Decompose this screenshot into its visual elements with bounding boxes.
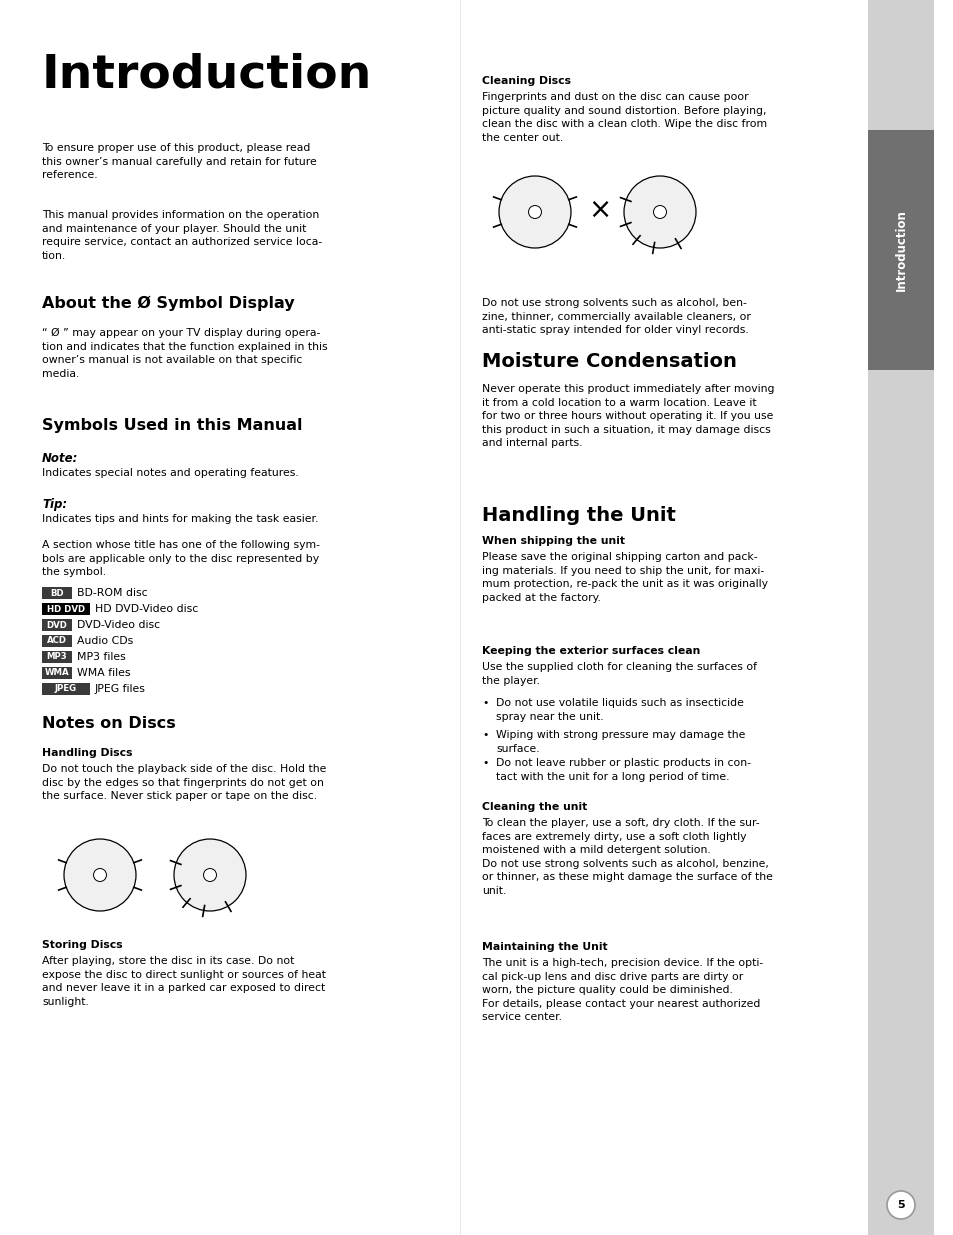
Text: Storing Discs: Storing Discs [42, 940, 123, 950]
Circle shape [623, 177, 696, 248]
Text: Never operate this product immediately after moving
it from a cold location to a: Never operate this product immediately a… [481, 384, 774, 448]
Text: Note:: Note: [42, 452, 78, 466]
Text: •: • [481, 698, 488, 708]
Circle shape [886, 1191, 914, 1219]
Circle shape [528, 205, 541, 219]
Text: Indicates special notes and operating features.: Indicates special notes and operating fe… [42, 468, 298, 478]
Bar [42, 603, 90, 615]
Text: •: • [481, 758, 488, 768]
Circle shape [203, 868, 216, 882]
Circle shape [173, 839, 246, 911]
Bar [867, 0, 933, 1235]
Text: Introduction: Introduction [894, 209, 906, 291]
Text: When shipping the unit: When shipping the unit [481, 536, 624, 546]
Text: Handling Discs: Handling Discs [42, 748, 132, 758]
Text: DVD-Video disc: DVD-Video disc [77, 620, 160, 630]
Text: A section whose title has one of the following sym-
bols are applicable only to : A section whose title has one of the fol… [42, 540, 319, 577]
Text: Symbols Used in this Manual: Symbols Used in this Manual [42, 417, 302, 433]
Text: 5: 5 [896, 1200, 903, 1210]
Circle shape [64, 839, 136, 911]
Text: Introduction: Introduction [42, 52, 372, 98]
Bar [42, 683, 90, 695]
Circle shape [653, 205, 666, 219]
Bar [42, 587, 71, 599]
Circle shape [498, 177, 571, 248]
Text: MP3 files: MP3 files [77, 652, 126, 662]
Text: Notes on Discs: Notes on Discs [42, 716, 175, 731]
Bar [42, 651, 71, 663]
Text: BD: BD [51, 589, 64, 598]
Text: Tip:: Tip: [42, 498, 67, 511]
Text: About the Ø Symbol Display: About the Ø Symbol Display [42, 296, 294, 311]
Text: To ensure proper use of this product, please read
this owner’s manual carefully : To ensure proper use of this product, pl… [42, 143, 316, 180]
Text: Cleaning the unit: Cleaning the unit [481, 802, 587, 811]
Text: DVD: DVD [47, 620, 68, 630]
Text: This manual provides information on the operation
and maintenance of your player: This manual provides information on the … [42, 210, 322, 261]
Bar [42, 667, 71, 679]
Text: Indicates tips and hints for making the task easier.: Indicates tips and hints for making the … [42, 514, 318, 524]
Text: Audio CDs: Audio CDs [77, 636, 133, 646]
Text: The unit is a high-tech, precision device. If the opti-
cal pick-up lens and dis: The unit is a high-tech, precision devic… [481, 958, 762, 1023]
Text: HD DVD-Video disc: HD DVD-Video disc [95, 604, 198, 614]
Text: JPEG files: JPEG files [95, 684, 146, 694]
Text: Moisture Condensation: Moisture Condensation [481, 352, 736, 370]
Bar [867, 130, 933, 370]
Text: Do not touch the playback side of the disc. Hold the
disc by the edges so that f: Do not touch the playback side of the di… [42, 764, 326, 802]
Text: Do not use strong solvents such as alcohol, ben-
zine, thinner, commercially ava: Do not use strong solvents such as alcoh… [481, 298, 750, 335]
Bar [42, 635, 71, 647]
Text: JPEG: JPEG [55, 684, 77, 694]
Text: Please save the original shipping carton and pack-
ing materials. If you need to: Please save the original shipping carton… [481, 552, 767, 603]
Text: MP3: MP3 [47, 652, 68, 662]
Text: To clean the player, use a soft, dry cloth. If the sur-
faces are extremely dirt: To clean the player, use a soft, dry clo… [481, 818, 772, 897]
Bar [42, 619, 71, 631]
Text: WMA files: WMA files [77, 668, 131, 678]
Text: BD-ROM disc: BD-ROM disc [77, 588, 148, 598]
Text: HD DVD: HD DVD [47, 604, 85, 614]
Text: •: • [481, 730, 488, 740]
Text: Use the supplied cloth for cleaning the surfaces of
the player.: Use the supplied cloth for cleaning the … [481, 662, 757, 685]
Text: Handling the Unit: Handling the Unit [481, 506, 675, 525]
Text: Do not leave rubber or plastic products in con-
tact with the unit for a long pe: Do not leave rubber or plastic products … [496, 758, 750, 782]
Text: WMA: WMA [45, 668, 70, 678]
Text: Fingerprints and dust on the disc can cause poor
picture quality and sound disto: Fingerprints and dust on the disc can ca… [481, 91, 766, 143]
Text: Do not use volatile liquids such as insecticide
spray near the unit.: Do not use volatile liquids such as inse… [496, 698, 743, 721]
Circle shape [93, 868, 107, 882]
Text: Keeping the exterior surfaces clean: Keeping the exterior surfaces clean [481, 646, 700, 656]
Text: “ Ø ” may appear on your TV display during opera-
tion and indicates that the fu: “ Ø ” may appear on your TV display duri… [42, 329, 327, 379]
Text: Maintaining the Unit: Maintaining the Unit [481, 942, 607, 952]
Text: ACD: ACD [47, 636, 67, 646]
Text: ×: × [588, 196, 611, 224]
Text: Wiping with strong pressure may damage the
surface.: Wiping with strong pressure may damage t… [496, 730, 744, 753]
Text: Cleaning Discs: Cleaning Discs [481, 77, 571, 86]
Text: After playing, store the disc in its case. Do not
expose the disc to direct sunl: After playing, store the disc in its cas… [42, 956, 326, 1007]
